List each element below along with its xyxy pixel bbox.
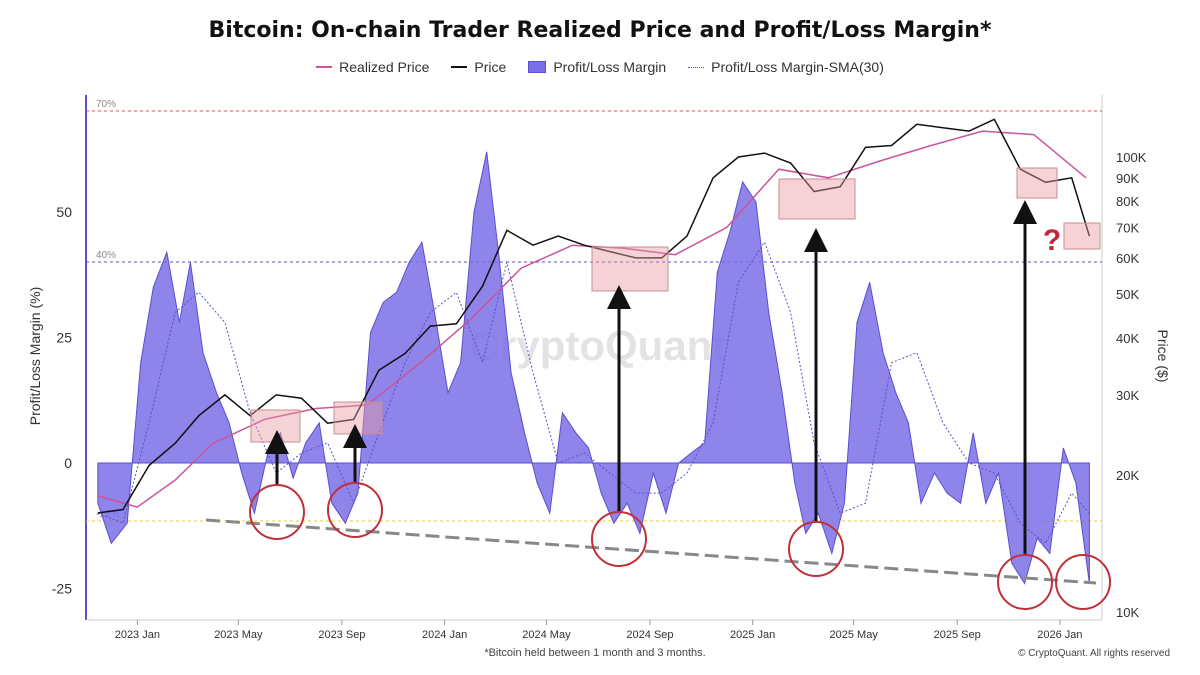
trend-line xyxy=(205,518,1097,585)
chart-legend: Realized Price Price Profit/Loss Margin … xyxy=(0,59,1200,75)
x-tick-label: 2025 Sep xyxy=(934,629,981,641)
reference-label-70: 70% xyxy=(96,99,116,110)
copyright: © CryptoQuant. All rights reserved xyxy=(1018,648,1170,659)
legend-label-profit-loss-margin-sma: Profit/Loss Margin-SMA(30) xyxy=(711,59,884,75)
watermark: CryptoQuant xyxy=(470,322,727,369)
bottom-circle-1 xyxy=(249,484,305,540)
price-range-box-1 xyxy=(250,409,301,443)
x-tick-label: 2023 Sep xyxy=(318,629,365,641)
price-range-box-6 xyxy=(1063,222,1101,250)
x-tick-label: 2026 Jan xyxy=(1037,629,1082,641)
legend-item-profit-loss-margin[interactable]: Profit/Loss Margin xyxy=(528,59,666,75)
legend-swatch-price xyxy=(451,66,468,68)
reference-label-40: 40% xyxy=(96,250,116,261)
y-right-tick-label: 70K xyxy=(1116,220,1139,235)
x-tick-label: 2024 Sep xyxy=(626,629,673,641)
legend-item-profit-loss-margin-sma[interactable]: Profit/Loss Margin-SMA(30) xyxy=(688,59,884,75)
y-left-tick-label: 50 xyxy=(56,204,72,220)
x-tick-label: 2025 Jan xyxy=(730,629,775,641)
series-realized-price xyxy=(97,130,1087,508)
price-range-box-4 xyxy=(778,178,856,220)
series-price xyxy=(97,118,1091,514)
legend-swatch-realized-price xyxy=(316,66,333,68)
x-tick-label: 2023 Jan xyxy=(115,629,160,641)
y-left-tick-label: 25 xyxy=(56,330,72,346)
y-right-tick-label: 100K xyxy=(1116,150,1147,165)
y-right-tick-label: 40K xyxy=(1116,331,1139,346)
y-right-tick-label: 20K xyxy=(1116,468,1139,483)
price-range-box-2 xyxy=(333,401,383,435)
legend-item-realized-price[interactable]: Realized Price xyxy=(316,59,429,75)
legend-label-realized-price: Realized Price xyxy=(339,59,430,75)
legend-label-profit-loss-margin: Profit/Loss Margin xyxy=(553,59,667,75)
y-right-tick-label: 50K xyxy=(1116,287,1139,302)
y-axis-left-ticks: 50 25 0 -25 xyxy=(52,204,72,597)
x-axis-ticks: 2023 Jan 2023 May 2023 Sep 2024 Jan 2024 May… xyxy=(115,620,1083,641)
footnote: *Bitcoin held between 1 month and 3 mont… xyxy=(484,647,706,659)
bottom-circle-3 xyxy=(591,511,647,567)
y-axis-right-title: Price ($) xyxy=(1155,330,1171,383)
x-tick-label: 2025 May xyxy=(830,629,879,641)
y-right-tick-label: 10K xyxy=(1116,605,1139,620)
x-tick-label: 2024 May xyxy=(522,629,571,641)
legend-swatch-profit-loss-margin-sma xyxy=(688,66,705,68)
series-profit-loss-margin-sma xyxy=(97,240,1090,545)
legend-swatch-profit-loss-margin xyxy=(528,61,547,73)
legend-item-price[interactable]: Price xyxy=(451,59,506,75)
x-tick-label: 2024 Jan xyxy=(422,629,467,641)
price-range-box-3 xyxy=(591,246,669,292)
bottom-circle-4 xyxy=(788,521,844,577)
y-right-tick-label: 90K xyxy=(1116,171,1139,186)
y-left-tick-label: -25 xyxy=(52,581,72,597)
y-axis-left-title: Profit/Loss Margin (%) xyxy=(27,287,43,425)
price-range-box-5 xyxy=(1016,167,1058,199)
chart-title: Bitcoin: On-chain Trader Realized Price … xyxy=(208,18,992,43)
y-right-tick-label: 80K xyxy=(1116,194,1139,209)
y-left-tick-label: 0 xyxy=(64,455,72,471)
legend-label-price: Price xyxy=(474,59,507,75)
question-mark-annotation: ? xyxy=(1043,224,1061,257)
x-tick-label: 2023 May xyxy=(214,629,263,641)
bottom-circle-2 xyxy=(327,482,383,538)
bottom-circle-6 xyxy=(1055,554,1111,610)
y-right-tick-label: 60K xyxy=(1116,251,1139,266)
y-right-tick-label: 30K xyxy=(1116,388,1139,403)
y-axis-right-ticks: 100K 90K 80K 70K 60K 50K 40K 30K 20K 10K xyxy=(1116,150,1147,620)
bottom-circle-5 xyxy=(997,554,1053,610)
